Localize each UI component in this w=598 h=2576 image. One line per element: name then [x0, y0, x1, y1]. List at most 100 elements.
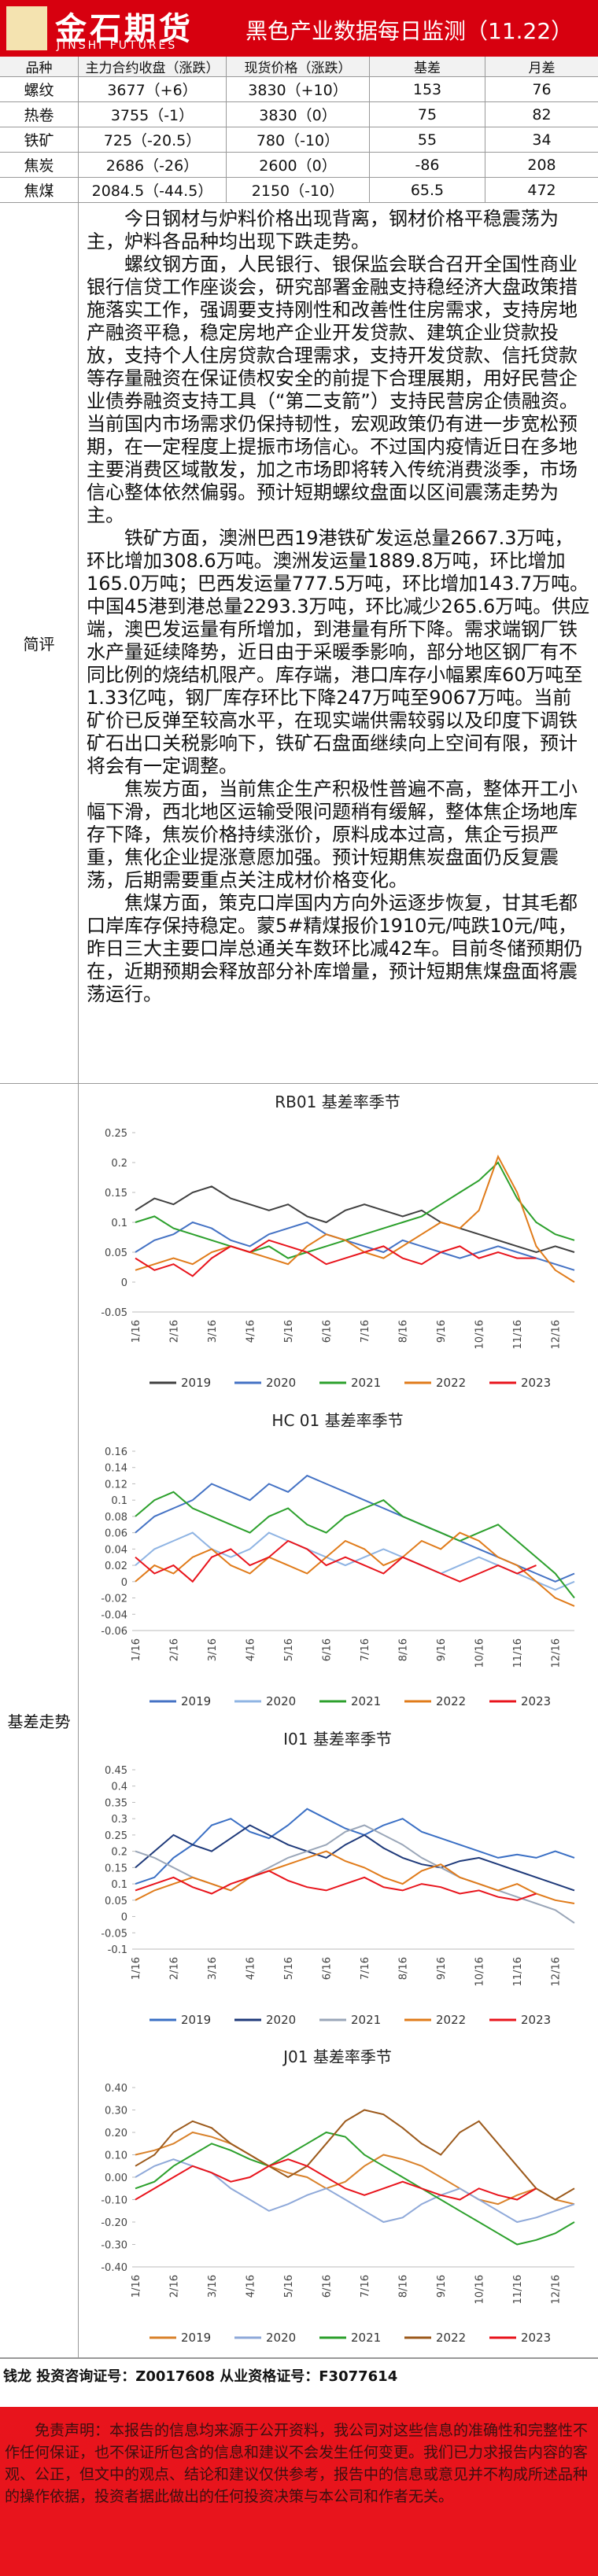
y-tick-label: 0.05: [105, 1247, 127, 1259]
x-tick-label: 7/16: [360, 2275, 371, 2298]
legend-label: 2020: [266, 2331, 296, 2345]
chart-title: HC 01 基差率季节: [271, 1411, 403, 1430]
column-header: 主力合约收盘（涨跌）: [79, 57, 227, 76]
x-tick-label: 7/16: [360, 1957, 371, 1980]
series-line: [135, 1531, 575, 1607]
x-tick-label: 1/16: [131, 2275, 142, 2298]
legend-label: 2022: [436, 2013, 466, 2027]
x-tick-label: 8/16: [398, 1957, 410, 1980]
y-tick-label: 0.12: [105, 1479, 127, 1491]
paragraph: 铁矿方面，澳洲巴西19港铁矿发运总量2667.3万吨，环比增加308.6万吨。澳…: [87, 527, 590, 777]
chart: I01 基差率季节 -0.1 -0.05 0 0.05 0.1 0.15 0.2 0.25 0.3…: [101, 1730, 575, 2027]
paragraph: 焦炭方面，当前焦企生产积极性普遍不高，整体开工小幅下滑，西北地区运输受限问题稍有…: [87, 778, 578, 891]
x-tick-label: 3/16: [207, 2275, 219, 2298]
table-cell: 螺纹: [0, 77, 79, 101]
x-tick-label: 6/16: [322, 1957, 334, 1980]
column-header: 月差: [528, 61, 556, 76]
series-line: [135, 1221, 575, 1271]
logo-mark: [6, 6, 47, 50]
x-tick-label: 12/16: [551, 2275, 563, 2304]
x-tick-label: 8/16: [398, 1320, 410, 1343]
y-tick-label: 0.14: [105, 1462, 127, 1474]
legend-label: 2019: [181, 1376, 211, 1390]
table-cell: 76: [532, 80, 552, 98]
y-tick-label: 0: [121, 1577, 127, 1589]
disclaimer: 免责声明：本报告的信息均来源于公开资料，我公司对这些信息的准确性和完整性不作任何…: [0, 2407, 598, 2576]
x-tick-label: 10/16: [474, 1320, 486, 1349]
x-tick-label: 12/16: [551, 1320, 563, 1349]
table-cell: 3830（0）: [227, 102, 370, 127]
x-tick-label: 3/16: [207, 1957, 219, 1980]
y-tick-label: 0.1: [111, 1495, 127, 1507]
x-tick-label: 11/16: [512, 2275, 524, 2304]
y-tick-label: 0.1: [111, 1218, 127, 1229]
legend-label: 2019: [181, 2013, 211, 2027]
x-tick-label: 10/16: [474, 1638, 486, 1668]
section-label: 简评: [0, 203, 79, 1083]
x-tick-label: 4/16: [245, 1957, 257, 1980]
series-line: [135, 2132, 575, 2246]
x-tick-label: 11/16: [512, 1638, 524, 1668]
y-tick-label: -0.05: [101, 1307, 127, 1319]
x-tick-label: 5/16: [283, 2275, 295, 2298]
report-title: 黑色产业数据每日监测（11.22）: [245, 18, 574, 44]
y-tick-label: 0.02: [105, 1561, 127, 1572]
x-tick-label: 2/16: [169, 1638, 181, 1661]
table-cell: 3830（+10）: [227, 77, 370, 101]
table-cell: 2686（-26）: [79, 153, 227, 177]
legend-label: 2023: [521, 2331, 551, 2345]
series-line: [135, 1869, 537, 1901]
table-cell: 焦煤: [0, 178, 79, 202]
table-cell: 2150（-10）: [227, 178, 370, 202]
table-row: 焦煤 2084.5（-44.5） 2150（-10） 65.5 472: [0, 178, 598, 203]
paragraph: 螺纹钢方面，人民银行、银保监会联合召开全国性商业银行信贷工作座谈会，研究部署金融…: [87, 253, 578, 526]
y-tick-label: 0.4: [111, 1781, 127, 1793]
chart-title: J01 基差率季节: [282, 2047, 392, 2066]
series-line: [135, 1185, 575, 1254]
y-tick-label: -0.10: [101, 2195, 127, 2207]
y-tick-label: -0.30: [101, 2240, 127, 2252]
legend-label: 2019: [181, 1694, 211, 1708]
table-cell: -86: [370, 153, 485, 177]
chart: J01 基差率季节 -0.40 -0.30 -0.20 -0.10 0.00 0.10 0.2…: [101, 2047, 575, 2345]
report-table: 品种 主力合约收盘（涨跌） 现货价格（涨跌） 基差 月差 螺纹 3677（+6） 3830（+…: [0, 57, 598, 2358]
table-cell: 82: [532, 105, 552, 123]
legend-label: 2023: [521, 1376, 551, 1390]
y-tick-label: -0.1: [108, 1944, 127, 1956]
y-tick-label: 0.35: [105, 1797, 127, 1809]
series-line: [135, 1491, 575, 1598]
table-cell: 75: [370, 102, 485, 127]
x-tick-label: 9/16: [436, 1320, 448, 1343]
y-tick-label: 0.25: [105, 1830, 127, 1841]
x-tick-label: 7/16: [360, 1638, 371, 1661]
commentary-text: 今日钢材与炉料价格出现背离，钢材价格平稳震荡为主，炉料各品种均出现下跌走势。 螺纹…: [79, 203, 598, 1006]
legend-label: 2021: [351, 2331, 381, 2345]
series-line: [135, 1154, 575, 1283]
y-tick-label: 0.40: [105, 2083, 127, 2095]
y-tick-label: 0.20: [105, 2128, 127, 2139]
series-line: [135, 1161, 575, 1259]
x-tick-label: 9/16: [436, 1638, 448, 1661]
analyst-info: 钱龙 投资咨询证号：Z0017608 从业资格证号：F3077614: [0, 2358, 598, 2391]
y-tick-label: 0.3: [111, 1814, 127, 1826]
legend-label: 2023: [521, 1694, 551, 1708]
y-tick-label: 0.15: [105, 1863, 127, 1874]
chart: RB01 基差率季节 -0.05 0 0.05 0.1 0.15 0.2 0.25 1/16 2/…: [101, 1093, 575, 1390]
table-cell: 2084.5（-44.5）: [79, 178, 227, 202]
x-tick-label: 8/16: [398, 1638, 410, 1661]
commentary-cell: 今日钢材与炉料价格出现背离，钢材价格平稳震荡为主，炉料各品种均出现下跌走势。 螺纹…: [79, 203, 598, 1083]
x-tick-label: 2/16: [169, 2275, 181, 2298]
legend-label: 2021: [351, 2013, 381, 2027]
section-label: 基差走势: [0, 1084, 79, 2357]
legend-label: 2021: [351, 1694, 381, 1708]
y-tick-label: 0.2: [111, 1158, 127, 1170]
x-tick-label: 5/16: [283, 1320, 295, 1343]
table-row: 焦炭 2686（-26） 2600（0） -86 208: [0, 153, 598, 178]
table-header-row: 品种 主力合约收盘（涨跌） 现货价格（涨跌） 基差 月差: [0, 57, 598, 77]
y-tick-label: -0.05: [101, 1928, 127, 1940]
x-tick-label: 11/16: [512, 1320, 524, 1349]
legend-label: 2020: [266, 1376, 296, 1390]
x-tick-label: 6/16: [322, 1320, 334, 1343]
legend-label: 2021: [351, 1376, 381, 1390]
x-tick-label: 4/16: [245, 2275, 257, 2298]
